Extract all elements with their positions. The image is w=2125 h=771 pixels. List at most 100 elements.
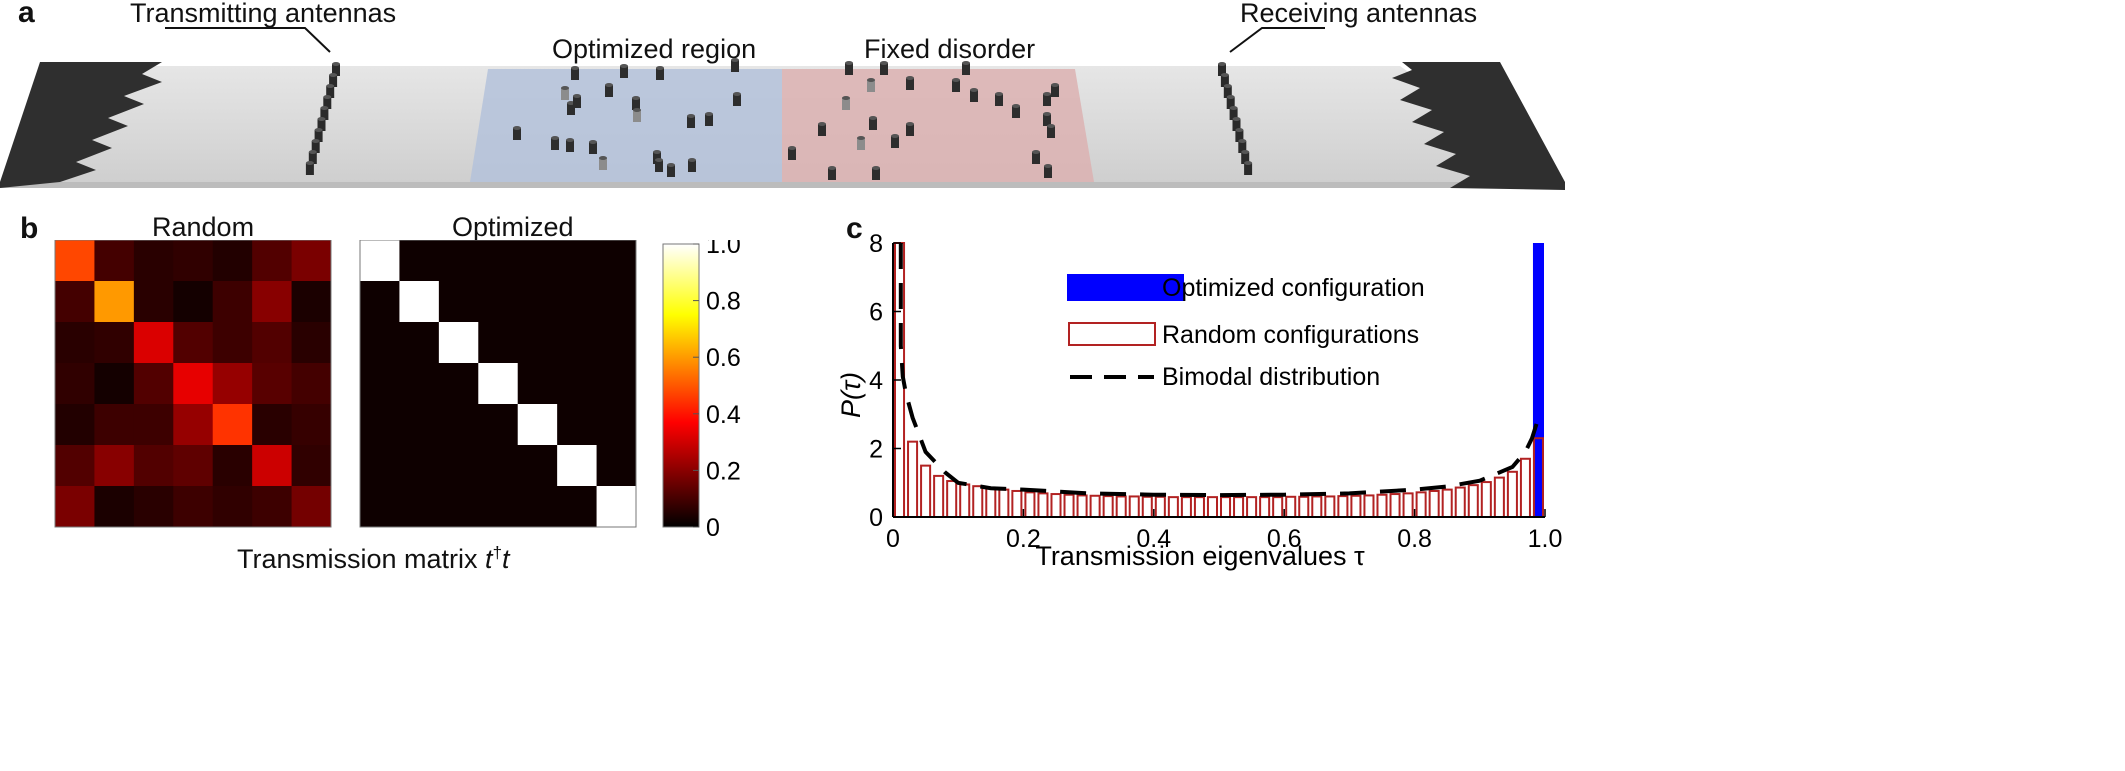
cylinder-top <box>329 73 338 77</box>
random-bar <box>1037 492 1049 518</box>
heatmap-cell <box>133 281 174 323</box>
random-bar <box>1193 496 1205 519</box>
heatmap-cell <box>438 445 479 487</box>
fixed-disorder-region <box>782 69 1094 182</box>
heatmap-cell <box>133 404 174 446</box>
random-bar <box>1246 496 1258 519</box>
cylinder-top <box>633 108 641 112</box>
antenna <box>323 97 332 109</box>
y-axis-label: P(τ) <box>836 372 866 418</box>
cylinder-top <box>653 150 661 154</box>
heatmap-cell <box>596 281 637 323</box>
heatmap-cell <box>291 281 332 323</box>
colorbar-tick-label: 0.6 <box>706 344 741 372</box>
random-bar <box>1220 496 1232 519</box>
heatmap-cell <box>55 240 95 282</box>
antenna <box>314 130 323 142</box>
heatmap-cell <box>133 240 174 282</box>
colorbar-tick-label: 0 <box>706 514 720 540</box>
random-bar <box>1180 496 1192 519</box>
heatmap-cell <box>291 240 332 282</box>
random-bar <box>1115 495 1127 519</box>
heatmap-cell <box>173 281 214 323</box>
cylinder-top <box>632 96 640 100</box>
heatmap-cell <box>478 486 519 528</box>
transmitting-leader-line <box>165 27 331 53</box>
scatterer-cylinder <box>857 138 865 150</box>
heatmap-cell <box>291 363 332 405</box>
receiving-leader-line <box>1229 27 1325 53</box>
scatterer-cylinder <box>567 103 575 115</box>
heatmap-cell <box>291 404 332 446</box>
legend-random-swatch <box>1068 322 1156 346</box>
random-bar <box>1376 493 1388 518</box>
antenna <box>326 86 335 98</box>
x-tick-label: 0.2 <box>1006 525 1041 553</box>
cylinder-top <box>320 106 329 110</box>
random-bar <box>1285 495 1297 519</box>
panel-c-letter: c <box>846 212 863 245</box>
cylinder-top <box>828 166 836 170</box>
heatmap-cell <box>55 363 95 405</box>
cylinder-top <box>1043 112 1051 116</box>
x-tick-labels: 0 0.2 0.4 0.6 0.8 1.0 <box>886 509 1562 553</box>
y-tick-label: 6 <box>869 299 883 327</box>
heatmap-cell <box>94 240 135 282</box>
random-bar <box>1089 494 1101 519</box>
heatmap-cell <box>438 322 479 364</box>
random-bar <box>933 474 945 518</box>
cylinder-top <box>326 84 335 88</box>
heatmap-cell <box>557 445 598 487</box>
cylinder-top <box>1238 139 1247 143</box>
cylinder-top <box>561 86 569 90</box>
cylinder-top <box>332 62 340 66</box>
cylinder-top <box>891 134 899 138</box>
waveguide-edge <box>0 182 1565 188</box>
scatterer-cylinder <box>867 80 875 92</box>
heatmap-cell <box>517 404 558 446</box>
heatmap-cell <box>212 486 253 528</box>
cylinder-top <box>688 158 696 162</box>
antenna <box>1220 75 1229 87</box>
right-absorber <box>1392 62 1565 190</box>
cylinder-top <box>970 88 978 92</box>
scatterer-cylinder <box>733 94 741 106</box>
heatmap-cell <box>438 404 479 446</box>
x-tick-label: 1.0 <box>1528 525 1563 553</box>
panel-a-letter: a <box>18 0 35 29</box>
optimized-matrix-title: Optimized <box>452 212 574 242</box>
random-bar <box>907 440 919 518</box>
heatmap-cell <box>55 404 95 446</box>
heatmap-cell <box>212 281 253 323</box>
heatmap-cell <box>596 363 637 405</box>
random-matrix-title: Random <box>152 212 255 242</box>
cylinder-top <box>731 58 739 62</box>
heatmap-cell <box>478 445 519 487</box>
random-bar <box>1063 493 1075 518</box>
heatmap-cell <box>212 322 253 364</box>
transmitting-antennas-label: Transmitting antennas <box>130 0 397 28</box>
waveguide-illustration <box>0 27 1565 190</box>
scatterer-cylinder <box>566 140 574 152</box>
random-bar <box>1272 496 1284 519</box>
random-bar <box>1076 494 1088 518</box>
antenna <box>1244 163 1253 175</box>
random-bar <box>1441 488 1453 519</box>
heatmap-cell <box>94 363 135 405</box>
heatmap-cell <box>133 322 174 364</box>
antenna <box>329 75 338 87</box>
scatterer-cylinder <box>1032 152 1040 164</box>
scatterer-cylinder <box>687 116 695 128</box>
scatterer-cylinder <box>551 138 559 150</box>
heatmap-cell <box>252 363 293 405</box>
transmission-matrix-label: Transmission matrix t†t <box>237 543 510 575</box>
heatmap-cell <box>399 445 440 487</box>
scatterer-cylinder <box>1047 126 1055 138</box>
colorbar-tick-label: 0.2 <box>706 457 741 485</box>
heatmap-cell <box>252 404 293 446</box>
heatmap-cell <box>133 445 174 487</box>
eigenvalue-histogram: 0 0.2 0.4 0.6 0.8 1.0 0 2 4 6 8 Optimized configu… <box>836 230 1562 571</box>
random-bar <box>1480 481 1492 519</box>
cylinder-top <box>906 122 914 126</box>
cylinder-top <box>667 163 675 167</box>
